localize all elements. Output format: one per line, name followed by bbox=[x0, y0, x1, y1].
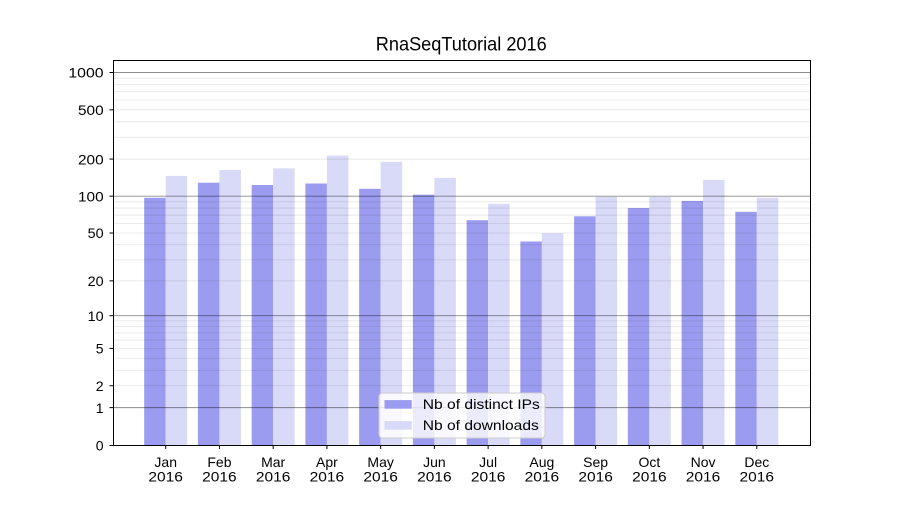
svg-text:0: 0 bbox=[96, 438, 104, 454]
svg-text:2016: 2016 bbox=[471, 468, 506, 484]
svg-text:2016: 2016 bbox=[417, 468, 452, 484]
svg-text:Apr: Apr bbox=[316, 454, 338, 470]
svg-text:2: 2 bbox=[96, 378, 104, 394]
svg-text:Jul: Jul bbox=[479, 454, 497, 470]
svg-text:Mar: Mar bbox=[261, 454, 285, 470]
svg-text:2016: 2016 bbox=[363, 468, 398, 484]
svg-text:2016: 2016 bbox=[256, 468, 291, 484]
svg-text:Jan: Jan bbox=[154, 454, 177, 470]
svg-text:Sep: Sep bbox=[583, 454, 608, 470]
svg-text:100: 100 bbox=[78, 188, 104, 204]
svg-text:2016: 2016 bbox=[632, 468, 667, 484]
svg-text:1000: 1000 bbox=[68, 65, 103, 81]
svg-text:Nb of distinct IPs: Nb of distinct IPs bbox=[423, 396, 540, 412]
svg-text:200: 200 bbox=[78, 151, 104, 167]
svg-text:10: 10 bbox=[88, 308, 104, 324]
svg-text:2016: 2016 bbox=[578, 468, 613, 484]
svg-text:May: May bbox=[367, 454, 393, 470]
svg-text:Nov: Nov bbox=[691, 454, 716, 470]
svg-text:2016: 2016 bbox=[525, 468, 560, 484]
svg-text:RnaSeqTutorial 2016: RnaSeqTutorial 2016 bbox=[376, 34, 547, 56]
svg-text:Nb of downloads: Nb of downloads bbox=[423, 417, 539, 433]
svg-text:Feb: Feb bbox=[207, 454, 231, 470]
svg-text:500: 500 bbox=[78, 102, 104, 118]
svg-text:1: 1 bbox=[96, 400, 104, 416]
svg-text:Oct: Oct bbox=[638, 454, 660, 470]
svg-text:2016: 2016 bbox=[740, 468, 775, 484]
svg-text:Jun: Jun bbox=[423, 454, 446, 470]
svg-text:20: 20 bbox=[88, 273, 104, 289]
svg-text:5: 5 bbox=[96, 341, 104, 357]
svg-text:50: 50 bbox=[88, 225, 104, 241]
svg-text:Aug: Aug bbox=[529, 454, 554, 470]
svg-text:2016: 2016 bbox=[148, 468, 183, 484]
svg-text:Dec: Dec bbox=[744, 454, 769, 470]
svg-text:2016: 2016 bbox=[686, 468, 721, 484]
svg-text:2016: 2016 bbox=[310, 468, 345, 484]
svg-text:2016: 2016 bbox=[202, 468, 237, 484]
